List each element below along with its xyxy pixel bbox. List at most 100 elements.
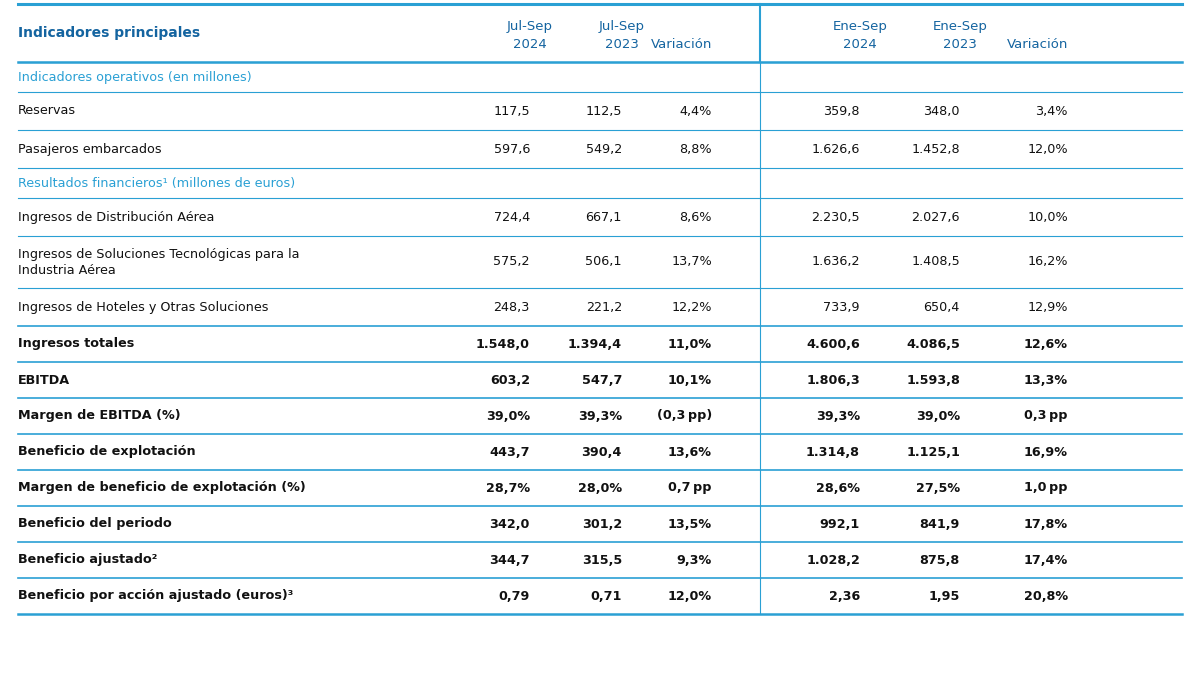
Text: 359,8: 359,8 [823,105,860,118]
Text: 1.626,6: 1.626,6 [811,142,860,155]
Text: (0,3 pp): (0,3 pp) [656,410,712,423]
Text: Variación: Variación [1007,38,1068,51]
Text: 443,7: 443,7 [490,445,530,458]
Text: 1.394,4: 1.394,4 [568,337,622,350]
Text: 0,7 pp: 0,7 pp [668,482,712,495]
Text: 724,4: 724,4 [493,211,530,224]
Text: 8,6%: 8,6% [679,211,712,224]
Text: 667,1: 667,1 [586,211,622,224]
Text: 112,5: 112,5 [586,105,622,118]
Text: 348,0: 348,0 [924,105,960,118]
Text: 506,1: 506,1 [586,256,622,269]
Text: EBITDA: EBITDA [18,373,70,386]
Text: Resultados financieros¹ (millones de euros): Resultados financieros¹ (millones de eur… [18,176,295,189]
Text: 1.314,8: 1.314,8 [806,445,860,458]
Text: 1,95: 1,95 [929,590,960,603]
Text: 17,4%: 17,4% [1024,553,1068,566]
Text: 597,6: 597,6 [493,142,530,155]
Text: Margen de beneficio de explotación (%): Margen de beneficio de explotación (%) [18,482,306,495]
Text: 549,2: 549,2 [586,142,622,155]
Text: 27,5%: 27,5% [916,482,960,495]
Text: 221,2: 221,2 [586,300,622,313]
Text: 28,0%: 28,0% [578,482,622,495]
Text: 16,2%: 16,2% [1027,256,1068,269]
Text: 9,3%: 9,3% [677,553,712,566]
Text: 2.230,5: 2.230,5 [811,211,860,224]
Text: 2023: 2023 [605,38,638,51]
Text: 4,4%: 4,4% [679,105,712,118]
Text: 0,3 pp: 0,3 pp [1025,410,1068,423]
Text: Ingresos de Hoteles y Otras Soluciones: Ingresos de Hoteles y Otras Soluciones [18,300,269,313]
Text: 11,0%: 11,0% [668,337,712,350]
Text: 17,8%: 17,8% [1024,518,1068,531]
Text: Jul-Sep: Jul-Sep [508,20,553,33]
Text: 117,5: 117,5 [493,105,530,118]
Text: 2024: 2024 [514,38,547,51]
Text: Margen de EBITDA (%): Margen de EBITDA (%) [18,410,181,423]
Text: 8,8%: 8,8% [679,142,712,155]
Text: 575,2: 575,2 [493,256,530,269]
Text: 39,3%: 39,3% [578,410,622,423]
Text: 16,9%: 16,9% [1024,445,1068,458]
Text: 248,3: 248,3 [493,300,530,313]
Text: 28,6%: 28,6% [816,482,860,495]
Text: Ingresos de Distribución Aérea: Ingresos de Distribución Aérea [18,211,215,224]
Text: 315,5: 315,5 [582,553,622,566]
Text: Jul-Sep: Jul-Sep [599,20,646,33]
Text: 12,0%: 12,0% [668,590,712,603]
Text: 12,6%: 12,6% [1024,337,1068,350]
Text: Variación: Variación [650,38,712,51]
Text: 10,0%: 10,0% [1027,211,1068,224]
Text: 4.086,5: 4.086,5 [906,337,960,350]
Text: Industria Aérea: Industria Aérea [18,264,115,277]
Text: 13,6%: 13,6% [668,445,712,458]
Text: 1.408,5: 1.408,5 [911,256,960,269]
Text: 3,4%: 3,4% [1036,105,1068,118]
Text: 301,2: 301,2 [582,518,622,531]
Text: 342,0: 342,0 [490,518,530,531]
Text: 547,7: 547,7 [582,373,622,386]
Text: Indicadores operativos (en millones): Indicadores operativos (en millones) [18,70,252,83]
Text: 1.028,2: 1.028,2 [806,553,860,566]
Text: Ingresos totales: Ingresos totales [18,337,134,350]
Text: 390,4: 390,4 [582,445,622,458]
Text: 603,2: 603,2 [490,373,530,386]
Text: 1.125,1: 1.125,1 [906,445,960,458]
Text: 13,5%: 13,5% [668,518,712,531]
Text: 20,8%: 20,8% [1024,590,1068,603]
Text: 733,9: 733,9 [823,300,860,313]
Text: 39,3%: 39,3% [816,410,860,423]
Text: 10,1%: 10,1% [668,373,712,386]
Text: 2.027,6: 2.027,6 [912,211,960,224]
Text: Beneficio ajustado²: Beneficio ajustado² [18,553,157,566]
Text: 0,79: 0,79 [499,590,530,603]
Text: Ene-Sep: Ene-Sep [932,20,988,33]
Text: 12,2%: 12,2% [672,300,712,313]
Text: 28,7%: 28,7% [486,482,530,495]
Text: 4.600,6: 4.600,6 [806,337,860,350]
Text: Beneficio del periodo: Beneficio del periodo [18,518,172,531]
Text: 13,3%: 13,3% [1024,373,1068,386]
Text: 39,0%: 39,0% [486,410,530,423]
Text: 1.452,8: 1.452,8 [911,142,960,155]
Text: 650,4: 650,4 [924,300,960,313]
Text: Ene-Sep: Ene-Sep [833,20,888,33]
Text: 841,9: 841,9 [919,518,960,531]
Text: 0,71: 0,71 [590,590,622,603]
Text: 2023: 2023 [943,38,977,51]
Text: 1.806,3: 1.806,3 [806,373,860,386]
Text: Pasajeros embarcados: Pasajeros embarcados [18,142,162,155]
Text: 1,0 pp: 1,0 pp [1025,482,1068,495]
Text: 12,9%: 12,9% [1027,300,1068,313]
Text: 1.548,0: 1.548,0 [476,337,530,350]
Text: 2,36: 2,36 [829,590,860,603]
Text: Indicadores principales: Indicadores principales [18,26,200,40]
Text: Ingresos de Soluciones Tecnológicas para la: Ingresos de Soluciones Tecnológicas para… [18,248,300,261]
Text: 39,0%: 39,0% [916,410,960,423]
Text: Beneficio de explotación: Beneficio de explotación [18,445,196,458]
Text: 1.636,2: 1.636,2 [811,256,860,269]
Text: 875,8: 875,8 [919,553,960,566]
Text: 13,7%: 13,7% [671,256,712,269]
Text: 1.593,8: 1.593,8 [906,373,960,386]
Text: 2024: 2024 [844,38,877,51]
